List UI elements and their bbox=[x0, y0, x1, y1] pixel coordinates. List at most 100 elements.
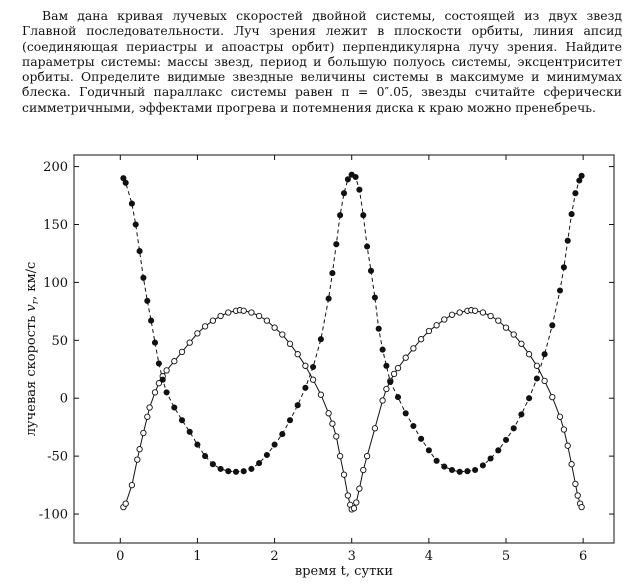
filled-data-point bbox=[122, 179, 129, 186]
filled-data-point bbox=[271, 441, 278, 448]
x-tick-label: 2 bbox=[270, 549, 278, 564]
filled-data-point bbox=[518, 411, 525, 418]
open-data-point bbox=[371, 425, 379, 432]
open-data-point bbox=[402, 354, 409, 361]
open-data-point bbox=[279, 331, 286, 338]
open-data-point bbox=[263, 317, 271, 324]
filled-data-point bbox=[194, 441, 201, 448]
filled-data-point bbox=[140, 274, 147, 281]
filled-data-point bbox=[333, 241, 340, 248]
filled-data-point bbox=[487, 455, 494, 462]
filled-data-point bbox=[549, 322, 556, 329]
dashed-velocity-curve bbox=[122, 174, 583, 473]
open-data-point bbox=[171, 358, 178, 365]
filled-data-point bbox=[256, 460, 263, 467]
filled-data-point bbox=[379, 346, 386, 353]
x-tick-label: 0 bbox=[116, 549, 124, 564]
x-tick-label: 4 bbox=[425, 549, 433, 564]
filled-data-point bbox=[456, 468, 463, 475]
filled-data-point bbox=[578, 172, 585, 179]
open-data-point bbox=[163, 367, 170, 374]
open-data-point bbox=[136, 446, 143, 453]
filled-data-point bbox=[410, 422, 417, 430]
filled-data-point bbox=[383, 362, 390, 369]
filled-data-point bbox=[375, 325, 382, 332]
filled-data-point bbox=[387, 378, 394, 386]
open-data-point bbox=[144, 413, 151, 420]
filled-data-point bbox=[155, 360, 162, 367]
filled-data-point bbox=[425, 447, 432, 454]
y-tick-label: 200 bbox=[43, 160, 68, 175]
open-data-point bbox=[495, 317, 502, 324]
filled-data-point bbox=[209, 461, 216, 468]
filled-data-point bbox=[371, 294, 378, 301]
filled-data-point bbox=[344, 176, 351, 183]
filled-data-point bbox=[225, 468, 232, 475]
plot-frame bbox=[73, 154, 615, 544]
problem-statement: Вам дана кривая лучевых скоростей двойно… bbox=[22, 8, 622, 115]
open-data-point bbox=[541, 377, 548, 385]
filled-data-point bbox=[360, 212, 367, 219]
x-tick-label: 1 bbox=[193, 549, 201, 564]
open-data-point bbox=[487, 312, 494, 320]
open-data-point bbox=[344, 492, 352, 499]
filled-data-point bbox=[564, 237, 571, 244]
open-data-point bbox=[309, 376, 317, 383]
open-data-point bbox=[533, 362, 541, 369]
filled-data-point bbox=[418, 435, 425, 442]
filled-data-point bbox=[479, 462, 486, 469]
filled-data-point bbox=[329, 270, 336, 277]
open-data-point bbox=[564, 442, 571, 449]
filled-data-point bbox=[171, 404, 178, 411]
y-tick-label: -50 bbox=[47, 450, 68, 465]
y-tick-label: 100 bbox=[43, 276, 68, 291]
y-tick-label: 150 bbox=[43, 218, 68, 233]
open-data-point bbox=[448, 311, 456, 318]
open-data-point bbox=[425, 327, 433, 335]
filled-data-point bbox=[502, 436, 510, 443]
open-data-point bbox=[471, 307, 479, 314]
open-data-point bbox=[240, 307, 247, 314]
open-data-point bbox=[336, 452, 344, 460]
filled-data-point bbox=[202, 453, 209, 460]
filled-data-point bbox=[526, 395, 533, 402]
filled-data-point bbox=[144, 297, 151, 304]
filled-data-point bbox=[364, 243, 371, 250]
filled-data-point bbox=[402, 410, 409, 417]
x-tick-label: 6 bbox=[579, 549, 587, 564]
open-data-point bbox=[225, 309, 232, 316]
open-data-point bbox=[441, 316, 448, 323]
open-data-point bbox=[122, 500, 129, 507]
filled-data-point bbox=[325, 295, 332, 302]
open-data-point bbox=[410, 345, 417, 352]
open-data-point bbox=[317, 391, 325, 398]
open-data-point bbox=[578, 503, 585, 511]
filled-data-point bbox=[178, 417, 186, 424]
filled-data-point bbox=[132, 221, 139, 228]
filled-data-point bbox=[317, 336, 324, 343]
open-data-point bbox=[286, 340, 294, 347]
open-data-point bbox=[383, 385, 390, 393]
filled-data-point bbox=[495, 447, 502, 454]
open-data-point bbox=[255, 312, 263, 320]
filled-data-point bbox=[286, 417, 294, 424]
filled-data-point bbox=[337, 212, 344, 219]
filled-data-point bbox=[568, 211, 575, 218]
x-tick-label: 5 bbox=[502, 549, 510, 564]
open-data-point bbox=[217, 312, 224, 320]
open-data-point bbox=[140, 429, 147, 437]
open-data-point bbox=[356, 485, 363, 492]
open-data-point bbox=[248, 309, 255, 316]
open-data-point bbox=[178, 348, 186, 356]
open-data-point bbox=[294, 351, 301, 358]
filled-data-point bbox=[576, 177, 583, 184]
filled-data-point bbox=[148, 317, 155, 324]
filled-data-point bbox=[294, 402, 301, 409]
filled-data-point bbox=[217, 465, 224, 472]
filled-data-point bbox=[433, 457, 440, 464]
open-data-point bbox=[350, 505, 358, 512]
filled-data-point bbox=[560, 264, 567, 271]
filled-data-point bbox=[572, 190, 579, 197]
filled-data-point bbox=[510, 425, 517, 432]
filled-data-point bbox=[159, 376, 166, 383]
